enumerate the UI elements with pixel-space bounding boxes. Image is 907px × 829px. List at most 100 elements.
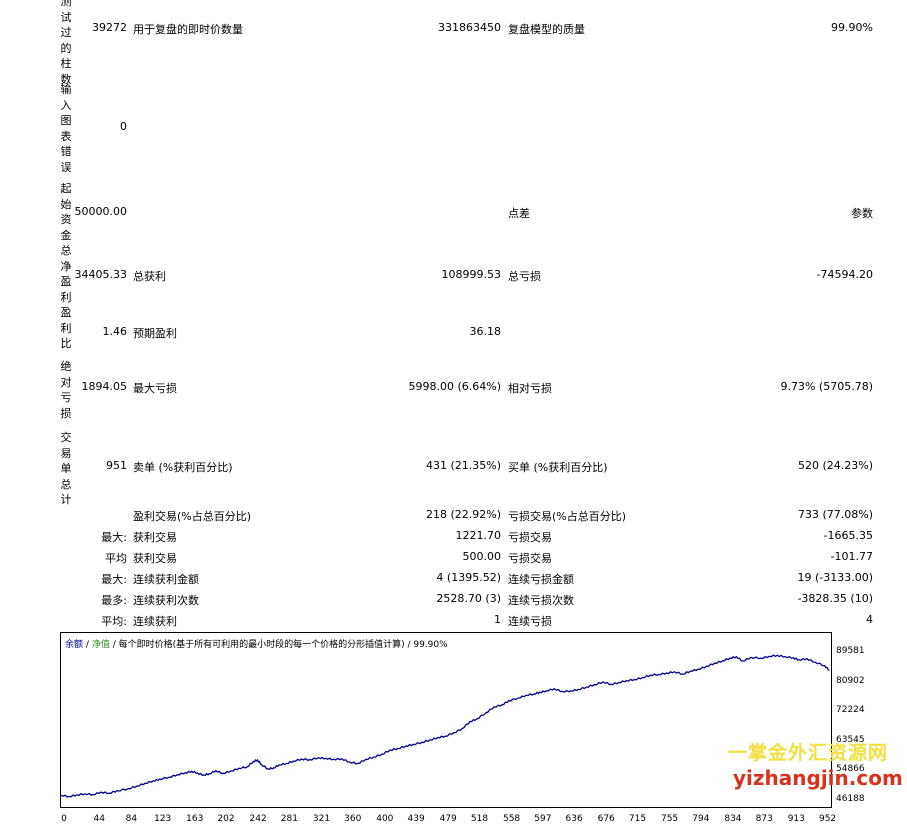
value-total-trades: 951 [106,459,127,472]
value-bars-tested: 39272 [92,21,127,34]
prefix-average-consecutive: 平均: [101,615,127,628]
value-max-consecutive-losses-amount: 19 (-3133.00) [797,571,873,584]
label-chart-errors: 输入图表错误 [60,83,72,174]
value-average-loss-trade: -101.77 [830,550,873,563]
value-gross-profit: 108999.53 [441,268,502,281]
value-profit-trades: 218 (22.92%) [425,508,501,521]
value-ticks-modelled: 331863450 [438,21,501,34]
label-net-profit: 总净盈利 [60,244,72,304]
x-tick-label: 558 [502,814,521,824]
label-ticks-modelled: 用于复盘的即时价数量 [133,23,243,36]
chart-svg [61,654,830,798]
legend-description: / 每个即时价格(基于所有可利用的最小时段的每一个价格的分形插值计算) / 99… [112,640,448,650]
value-short-positions: 431 (21.35%) [425,459,501,472]
value-absolute-drawdown: 1894.05 [81,380,128,393]
label-relative-drawdown: 相对亏损 [508,382,552,395]
x-tick-label: 44 [93,814,106,824]
legend-equity: 净值 [91,640,110,650]
label-gross-loss: 总亏损 [508,270,541,283]
label-average-consecutive-losses: 连续亏损 [508,615,552,628]
value-average-consecutive-losses: 4 [866,613,873,626]
value-maximal-consecutive-profit: 2528.70 (3) [436,592,501,605]
x-tick-label: 479 [439,814,457,824]
label-expected-payoff: 预期盈利 [133,327,177,340]
x-tick-label: 84 [125,814,138,824]
label-largest-loss-trade: 亏损交易 [508,531,552,544]
x-tick-label: 676 [597,814,615,824]
value-maximal-drawdown: 5998.00 (6.64%) [408,380,501,393]
y-tick-label: 89581 [836,646,865,656]
x-tick-label: 597 [534,814,552,824]
x-tick-label: 952 [818,814,837,824]
value-net-profit: 34405.33 [74,268,128,281]
x-tick-label: 123 [154,814,172,824]
watermark-line2: yizhangjin.com [733,766,903,790]
label-average-profit-trade: 获利交易 [133,552,177,565]
y-tick-label: 63545 [836,734,865,745]
legend-balance: 余额 [65,640,84,650]
x-tick-label: 439 [407,814,425,824]
value-long-positions: 520 (24.23%) [797,459,873,472]
label-gross-profit: 总获利 [133,270,166,283]
x-tick-label: 360 [344,814,362,824]
x-tick-label: 163 [186,814,204,824]
x-tick-label: 400 [376,814,394,824]
prefix-largest: 最大: [101,531,127,544]
value-average-profit-trade: 500.00 [462,550,502,563]
y-tick-label: 72224 [836,705,865,716]
value-initial-deposit: 50000.00 [74,205,128,218]
value-modelling-quality: 99.90% [831,21,873,34]
x-tick-label: 636 [565,814,583,824]
x-tick-label: 834 [724,814,742,824]
y-tick-label: 46188 [836,794,865,804]
label-profit-factor: 盈利比 [60,306,72,350]
value-largest-loss-trade: -1665.35 [823,529,873,542]
label-short-positions: 卖单 (%获利百分比) [133,461,233,474]
label-largest-profit-trade: 获利交易 [133,531,177,544]
label-bars-tested: 测试过的柱数 [60,0,72,86]
chart-plot-area: 余额 / 净值 / 每个即时价格(基于所有可利用的最小时段的每一个价格的分形插值… [60,632,832,808]
prefix-maximum: 最大: [101,573,127,586]
label-maximal-consecutive-profit: 连续获利次数 [133,594,199,607]
x-tick-label: 321 [312,814,331,824]
chart-legend: 余额 / 净值 / 每个即时价格(基于所有可利用的最小时段的每一个价格的分形插值… [65,637,448,650]
label-max-consecutive-losses-amount: 连续亏损金额 [508,573,574,586]
label-initial-deposit: 起始资金 [60,182,72,242]
label-maximal-consecutive-loss: 连续亏损次数 [508,594,574,607]
label-average-loss-trade: 亏损交易 [508,552,552,565]
value-max-consecutive-wins-amount: 4 (1395.52) [436,571,501,584]
value-chart-errors: 0 [120,120,127,133]
y-tick-label: 80902 [836,675,865,686]
x-tick-label: 873 [755,814,773,824]
x-tick-label: 518 [470,814,489,824]
x-tick-label: 242 [249,814,267,824]
x-tick-label: 0 [61,814,67,824]
value-relative-drawdown: 9.73% (5705.78) [780,380,873,393]
legend-separator: / [85,640,89,650]
x-tick-label: 755 [660,814,679,824]
value-average-consecutive-wins: 1 [494,613,501,626]
prefix-average: 平均 [105,552,127,565]
label-spread: 点差 [508,207,530,220]
value-loss-trades: 733 (77.08%) [797,508,873,521]
value-gross-loss: -74594.20 [816,268,873,281]
prefix-maximal: 最多: [101,594,127,607]
label-long-positions: 买单 (%获利百分比) [508,461,608,474]
value-maximal-consecutive-loss: -3828.35 (10) [797,592,873,605]
value-spread: 参数 [851,207,873,220]
y-tick-label: 54866 [836,764,865,775]
x-tick-label: 913 [787,814,805,824]
x-tick-label: 202 [217,814,235,824]
label-absolute-drawdown: 绝对亏损 [60,360,72,420]
value-largest-profit-trade: 1221.70 [455,529,502,542]
label-max-consecutive-wins-amount: 连续获利金额 [133,573,199,586]
label-loss-trades: 亏损交易(%占总百分比) [508,510,627,523]
value-expected-payoff: 36.18 [469,325,502,338]
label-modelling-quality: 复盘模型的质量 [508,23,585,36]
x-tick-label: 715 [628,814,647,824]
balance-line [61,654,830,798]
x-tick-label: 281 [280,814,298,824]
label-total-trades: 交易单总计 [60,431,72,506]
value-profit-factor: 1.46 [102,325,128,338]
watermark-line1: 一掌金外汇资源网 [728,742,889,764]
